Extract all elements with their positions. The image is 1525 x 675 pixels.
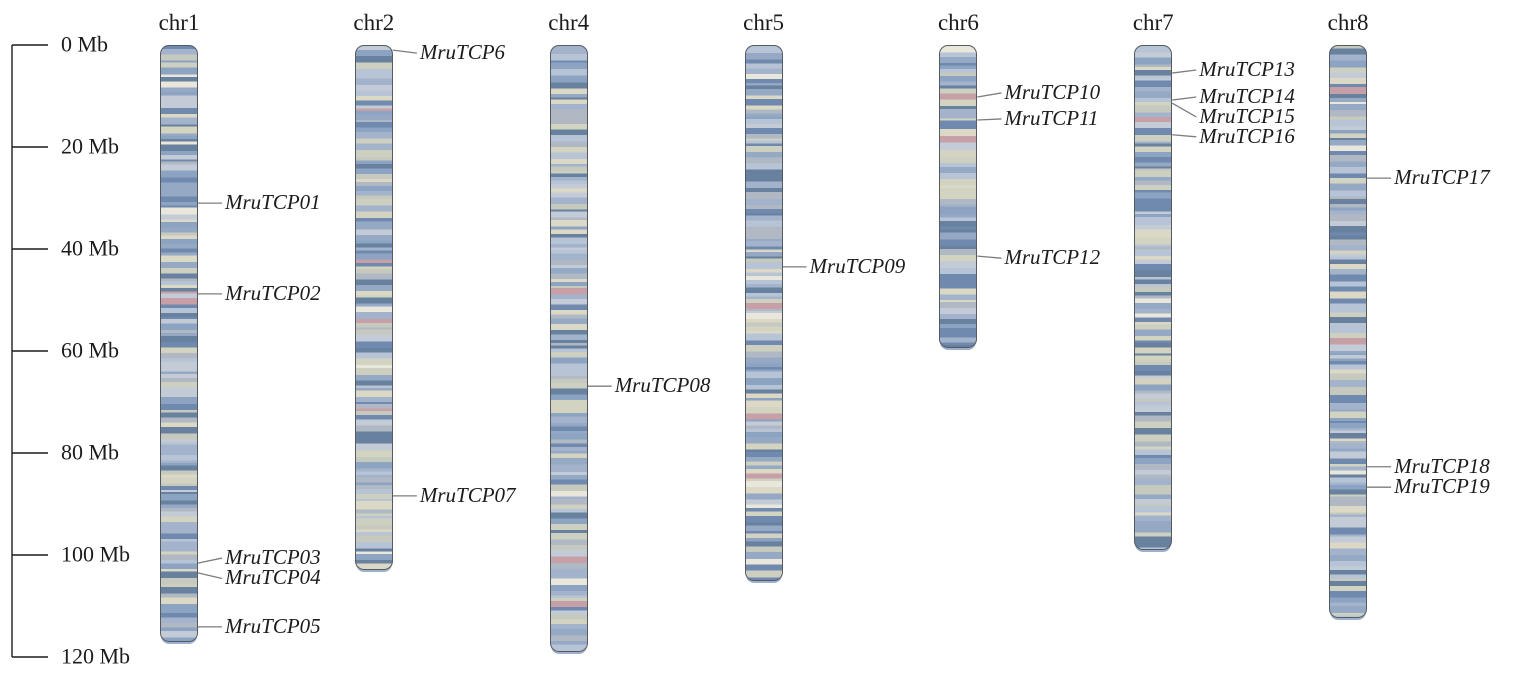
chromosome-title-chr6: chr6	[937, 10, 979, 35]
axis-tick-label: 40 Mb	[61, 235, 120, 261]
chromosome-bar-chr6	[939, 45, 978, 349]
axis-tick-label: 60 Mb	[61, 337, 120, 363]
gene-label-MruTCP12: MruTCP12	[1004, 245, 1101, 270]
gene-leader-line-MruTCP03	[197, 557, 223, 564]
gene-label-MruTCP6: MruTCP6	[419, 40, 506, 65]
gene-label-MruTCP07: MruTCP07	[419, 482, 516, 507]
chromosome-bar-chr8	[1329, 45, 1368, 619]
gene-label-MruTCP05: MruTCP05	[225, 613, 321, 638]
chromosome-bar-chr7	[1134, 45, 1173, 550]
gene-label-MruTCP15: MruTCP15	[1199, 103, 1295, 128]
gene-label-MruTCP08: MruTCP08	[614, 373, 711, 398]
chromosome-title-chr4: chr4	[548, 10, 590, 35]
axis-tick-label: 100 Mb	[61, 541, 131, 567]
gene-label-MruTCP13: MruTCP13	[1199, 56, 1295, 81]
gene-label-MruTCP17: MruTCP17	[1394, 165, 1490, 190]
gene-leader-line-MruTCP13	[1172, 69, 1197, 74]
gene-label-MruTCP11: MruTCP11	[1004, 105, 1099, 130]
gene-label-MruTCP14: MruTCP14	[1199, 84, 1295, 109]
gene-leader-line-MruTCP6	[392, 49, 417, 54]
chromosome-title-chr2: chr2	[353, 10, 395, 35]
chromosome-title-chr8: chr8	[1327, 10, 1369, 35]
chromosome-title-chr7: chr7	[1132, 10, 1174, 35]
gene-leader-line-MruTCP14	[1172, 96, 1197, 101]
gene-leader-line-MruTCP04	[197, 572, 223, 580]
gene-label-MruTCP10: MruTCP10	[1004, 79, 1101, 104]
gene-label-MruTCP01: MruTCP01	[225, 190, 321, 215]
gene-leader-line-MruTCP10	[977, 92, 1002, 98]
chromosome-bar-chr5	[744, 45, 783, 581]
chromosome-title-chr1: chr1	[158, 10, 200, 35]
chromosome-title-chr5: chr5	[743, 10, 784, 35]
chromosome-bar-chr4	[549, 45, 588, 652]
gene-leader-line-MruTCP11	[977, 118, 1002, 121]
gene-label-MruTCP19: MruTCP19	[1394, 474, 1490, 499]
axis-tick-label: 120 Mb	[61, 643, 131, 669]
gene-leader-line-MruTCP15	[1171, 102, 1197, 118]
chromosome-bar-chr2	[354, 45, 393, 571]
gene-label-MruTCP09: MruTCP09	[809, 253, 906, 278]
gene-leader-line-MruTCP16	[1172, 134, 1197, 138]
gene-leader-line-MruTCP12	[977, 255, 1002, 259]
chromosome-bar-chr1	[160, 45, 198, 642]
gene-label-MruTCP02: MruTCP02	[225, 280, 321, 305]
axis-tick-label: 80 Mb	[61, 439, 120, 465]
axis-tick-label: 0 Mb	[61, 31, 109, 57]
axis-tick-label: 20 Mb	[61, 133, 120, 159]
gene-label-MruTCP04: MruTCP04	[225, 565, 321, 590]
gene-label-MruTCP16: MruTCP16	[1199, 123, 1295, 148]
gene-label-MruTCP18: MruTCP18	[1394, 453, 1490, 478]
gene-label-MruTCP03: MruTCP03	[225, 545, 321, 570]
